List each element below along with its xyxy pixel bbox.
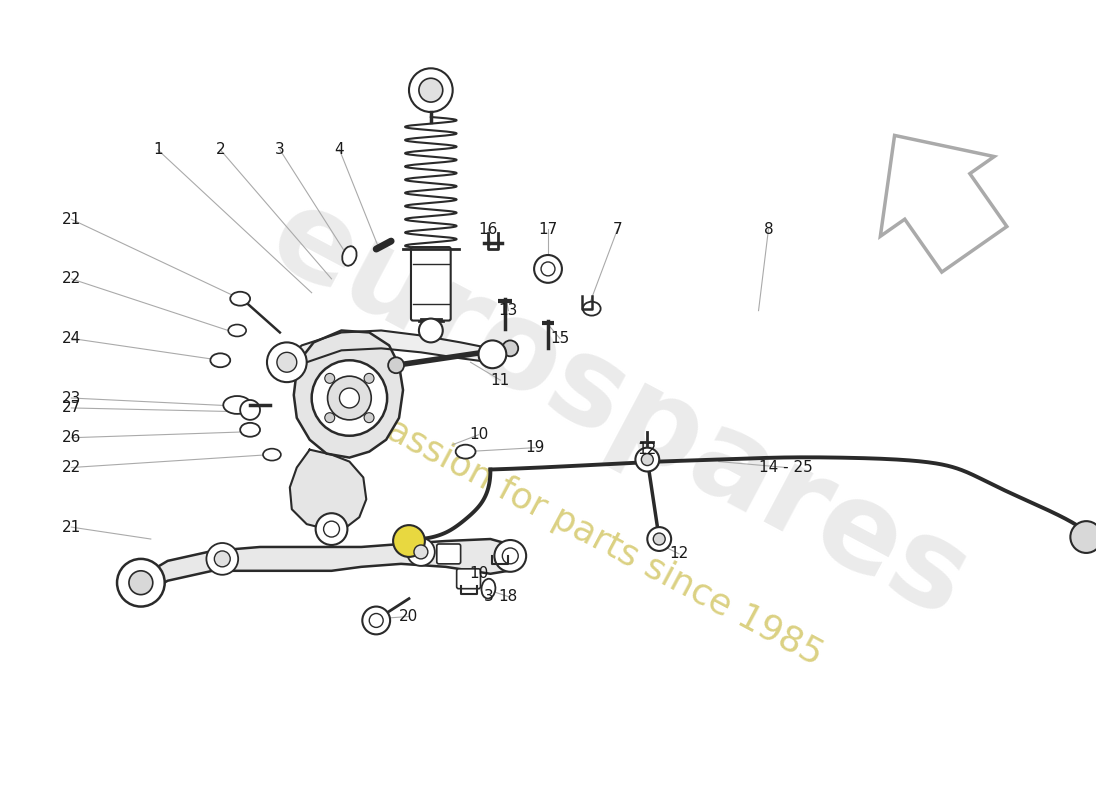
Text: 19: 19	[526, 440, 544, 455]
Text: 21: 21	[62, 212, 81, 226]
Text: 17: 17	[538, 222, 558, 237]
Circle shape	[117, 559, 165, 606]
Circle shape	[1070, 521, 1100, 553]
Circle shape	[419, 78, 442, 102]
Circle shape	[364, 374, 374, 383]
Text: 21: 21	[62, 520, 81, 534]
Text: 10: 10	[469, 566, 488, 582]
Polygon shape	[294, 330, 403, 458]
Circle shape	[324, 374, 334, 383]
Circle shape	[340, 388, 360, 408]
Circle shape	[653, 533, 666, 545]
Text: 8: 8	[763, 222, 773, 237]
Circle shape	[129, 571, 153, 594]
Circle shape	[364, 413, 374, 422]
Ellipse shape	[223, 396, 251, 414]
Circle shape	[388, 358, 404, 373]
Circle shape	[316, 514, 348, 545]
Text: 27: 27	[62, 401, 81, 415]
Circle shape	[324, 413, 334, 422]
Ellipse shape	[342, 246, 356, 266]
Ellipse shape	[210, 354, 230, 367]
Text: 20: 20	[399, 609, 419, 624]
Circle shape	[277, 352, 297, 372]
Text: 3: 3	[484, 589, 493, 604]
Text: 4: 4	[334, 142, 344, 158]
Text: 12: 12	[670, 546, 689, 562]
Circle shape	[636, 448, 659, 471]
Circle shape	[207, 543, 239, 574]
Ellipse shape	[230, 292, 250, 306]
Ellipse shape	[455, 445, 475, 458]
Ellipse shape	[263, 449, 280, 461]
Circle shape	[414, 545, 428, 559]
Ellipse shape	[240, 423, 260, 437]
Circle shape	[240, 400, 260, 420]
Text: 23: 23	[62, 390, 81, 406]
Circle shape	[267, 342, 307, 382]
Circle shape	[478, 341, 506, 368]
Text: 22: 22	[62, 460, 81, 475]
Polygon shape	[287, 330, 491, 370]
Circle shape	[393, 525, 425, 557]
Text: 26: 26	[62, 430, 81, 446]
Text: a passion for parts since 1985: a passion for parts since 1985	[331, 386, 828, 672]
Text: 16: 16	[478, 222, 498, 237]
Circle shape	[214, 551, 230, 567]
Text: 1: 1	[153, 142, 163, 158]
Text: 10: 10	[469, 427, 488, 442]
FancyBboxPatch shape	[437, 544, 461, 564]
Circle shape	[647, 527, 671, 551]
Circle shape	[362, 606, 390, 634]
Text: 14 - 25: 14 - 25	[759, 460, 813, 475]
Text: 15: 15	[550, 331, 570, 346]
Text: 11: 11	[491, 373, 510, 388]
Ellipse shape	[482, 578, 495, 598]
Circle shape	[535, 255, 562, 283]
Circle shape	[494, 540, 526, 572]
Text: 18: 18	[498, 589, 518, 604]
Ellipse shape	[583, 302, 601, 315]
Circle shape	[419, 318, 442, 342]
FancyBboxPatch shape	[411, 247, 451, 321]
Circle shape	[409, 68, 453, 112]
Text: 22: 22	[62, 271, 81, 286]
Text: 7: 7	[613, 222, 623, 237]
Polygon shape	[141, 539, 510, 590]
FancyBboxPatch shape	[456, 569, 481, 589]
Circle shape	[407, 538, 434, 566]
Text: 3: 3	[275, 142, 285, 158]
Circle shape	[503, 341, 518, 356]
Text: 12: 12	[638, 442, 657, 457]
Text: 24: 24	[62, 331, 81, 346]
Polygon shape	[289, 450, 366, 529]
Circle shape	[311, 360, 387, 436]
Text: eurospares: eurospares	[251, 177, 988, 643]
Circle shape	[641, 454, 653, 466]
Circle shape	[328, 376, 372, 420]
Ellipse shape	[229, 325, 246, 337]
Text: 2: 2	[216, 142, 225, 158]
Text: 13: 13	[498, 303, 518, 318]
